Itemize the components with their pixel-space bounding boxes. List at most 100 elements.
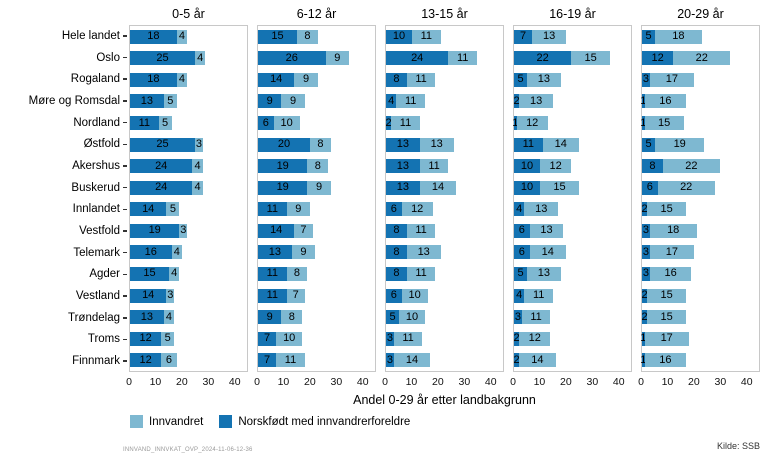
- bar-segment-innvandret: 3: [179, 223, 188, 238]
- bar-value-label: 11: [402, 332, 414, 345]
- y-label-row: Vestland: [0, 285, 129, 307]
- bar-value-label: 24: [411, 51, 424, 64]
- bar-segment-innvandret: 12: [519, 331, 551, 346]
- bar-segment-norskfodt: 11: [258, 202, 287, 217]
- bar-value-label: 10: [520, 159, 534, 172]
- bar-value-label: 5: [517, 267, 524, 280]
- x-tick-label: 30: [586, 376, 599, 388]
- bar-segment-norskfodt: 1: [512, 116, 518, 131]
- bar-segment-norskfodt: 2: [386, 116, 392, 131]
- bar-segment-norskfodt: 22: [514, 51, 572, 66]
- y-axis-labels: Hele landet Oslo Rogaland Møre og Romsdal No…: [0, 25, 129, 372]
- bar-value-label: 6: [518, 224, 525, 237]
- bar-segment-norskfodt: 18: [130, 72, 177, 87]
- bar-segment-innvandret: 17: [644, 331, 689, 346]
- bar-row: 1 16: [640, 349, 759, 371]
- bar-value-label: 11: [415, 224, 427, 237]
- bar-value-label: 4: [197, 51, 204, 64]
- bar-value-label: 6: [646, 181, 653, 194]
- bar-value-label: 16: [659, 94, 672, 107]
- bar-value-label: 6: [390, 289, 397, 302]
- bar-segment-innvandret: 3: [195, 137, 203, 152]
- bar-value-label: 4: [516, 289, 523, 302]
- bar-row: 8 11: [386, 69, 503, 91]
- bar-segment-innvandret: 11: [406, 72, 436, 87]
- bar-value-label: 10: [520, 181, 534, 194]
- bar-row: 13 4: [130, 306, 247, 328]
- legend-item: Norskfødt med innvandrerforeldre: [219, 415, 410, 428]
- bar-segment-innvandret: 4: [192, 180, 203, 195]
- bar-segment-norskfodt: 6: [258, 116, 274, 131]
- bar-value-label: 4: [178, 73, 186, 86]
- bar-row: 18 4: [130, 26, 247, 48]
- panel-title: 13-15 år: [421, 7, 468, 21]
- x-tick-label: 30: [202, 376, 215, 388]
- bar-segment-innvandret: 15: [540, 180, 579, 195]
- bar-row: 4 11: [514, 285, 631, 307]
- bar-row: 12 5: [130, 328, 247, 350]
- y-tick-mark: [123, 186, 127, 189]
- bar-row: 6 12: [386, 199, 503, 221]
- bar-value-label: 25: [156, 138, 169, 151]
- bar-value-label: 11: [420, 30, 432, 43]
- bar-segment-norskfodt: 19: [130, 223, 180, 238]
- bar-value-label: 5: [645, 30, 652, 43]
- x-tick-label: 10: [277, 376, 290, 388]
- bar-segment-norskfodt: 5: [642, 137, 655, 152]
- bar-segment-innvandret: 12: [516, 116, 548, 131]
- y-axis-label: Rogaland: [70, 73, 120, 86]
- bar-value-label: 16: [144, 245, 157, 258]
- bar-segment-norskfodt: 2: [642, 202, 648, 217]
- bar-value-label: 1: [640, 353, 647, 366]
- bar-segment-norskfodt: 11: [514, 137, 543, 152]
- bar-value-label: 6: [390, 202, 397, 215]
- bar-segment-norskfodt: 3: [386, 331, 394, 346]
- bar-segment-innvandret: 8: [286, 266, 308, 281]
- bar-row: 3 18: [642, 220, 759, 242]
- y-axis-label: Oslo: [96, 51, 120, 64]
- x-tick-label: 40: [356, 376, 369, 388]
- bar-value-label: 5: [167, 94, 174, 107]
- bar-segment-norskfodt: 3: [386, 353, 394, 368]
- y-tick-mark: [123, 317, 127, 319]
- bar-segment-norskfodt: 11: [258, 288, 287, 303]
- bar-segment-norskfodt: 4: [514, 202, 525, 217]
- x-tick-label: 0: [382, 376, 388, 388]
- bar-value-label: 9: [300, 245, 307, 258]
- bar-segment-innvandret: 15: [647, 310, 687, 325]
- bar-value-label: 4: [178, 30, 186, 43]
- bar-value-label: 7: [520, 30, 527, 43]
- bar-row: 15 4: [130, 263, 247, 285]
- y-tick-mark: [123, 56, 127, 59]
- bar-value-label: 15: [271, 30, 284, 43]
- bar-segment-norskfodt: 11: [130, 116, 159, 131]
- bar-segment-norskfodt: 1: [640, 353, 647, 368]
- bar-value-label: 2: [641, 310, 648, 323]
- bar-row: 8 11: [386, 263, 503, 285]
- x-tick-label: 0: [254, 376, 260, 388]
- bar-value-label: 10: [392, 30, 406, 43]
- y-axis-label: Møre og Romsdal: [28, 94, 120, 107]
- bar-segment-norskfodt: 4: [386, 94, 397, 109]
- bar-value-label: 13: [268, 245, 282, 258]
- bar-value-label: 14: [541, 245, 554, 258]
- bar-segment-innvandret: 14: [419, 180, 457, 195]
- bar-row: 10 15: [514, 177, 631, 199]
- bar-segment-innvandret: 14: [393, 353, 431, 368]
- bar-value-label: 1: [640, 116, 647, 129]
- x-tick-label: 20: [432, 376, 444, 388]
- bar-row: 8 22: [642, 155, 759, 177]
- bar-segment-norskfodt: 3: [642, 245, 650, 260]
- bar-row: 2 12: [514, 328, 631, 350]
- legend-item: Innvandret: [130, 415, 203, 428]
- bar-value-label: 9: [290, 94, 297, 107]
- bar-segment-norskfodt: 8: [386, 266, 407, 281]
- bar-segment-norskfodt: 6: [386, 288, 402, 303]
- bar-value-label: 4: [388, 94, 395, 107]
- bar-segment-norskfodt: 9: [258, 310, 282, 325]
- bar-value-label: 11: [266, 267, 278, 280]
- bar-segment-innvandret: 4: [195, 51, 206, 66]
- bar-value-label: 4: [165, 310, 173, 323]
- bar-segment-norskfodt: 20: [258, 137, 310, 152]
